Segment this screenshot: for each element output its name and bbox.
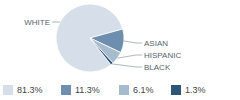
legend-swatch	[3, 85, 13, 95]
chart: WHITE ASIAN HISPANIC BLACK 81.3% 11.3% 6.1% 1.3…	[0, 0, 240, 100]
leader-line	[52, 22, 60, 23]
leader-line	[124, 41, 142, 43]
pie-slice	[90, 38, 121, 63]
legend-label: 6.1%	[133, 85, 154, 95]
legend-label: 11.3%	[75, 85, 100, 95]
leader-line	[117, 55, 142, 58]
legend: 81.3% 11.3% 6.1% 1.3%	[3, 85, 206, 95]
slice-label: BLACK	[144, 63, 171, 72]
legend-swatch	[61, 85, 71, 95]
legend-label: 81.3%	[17, 85, 43, 95]
slice-label: WHITE	[24, 18, 50, 27]
slice-labels: WHITE ASIAN HISPANIC BLACK	[24, 18, 181, 72]
legend-swatch	[171, 85, 181, 95]
legend-label: 1.3%	[185, 85, 206, 95]
pie-slice	[90, 38, 113, 65]
pie	[56, 4, 124, 72]
slice-label: HISPANIC	[144, 51, 181, 60]
slice-label: ASIAN	[144, 39, 168, 48]
legend-swatch	[119, 85, 129, 95]
leader-line	[112, 64, 142, 67]
